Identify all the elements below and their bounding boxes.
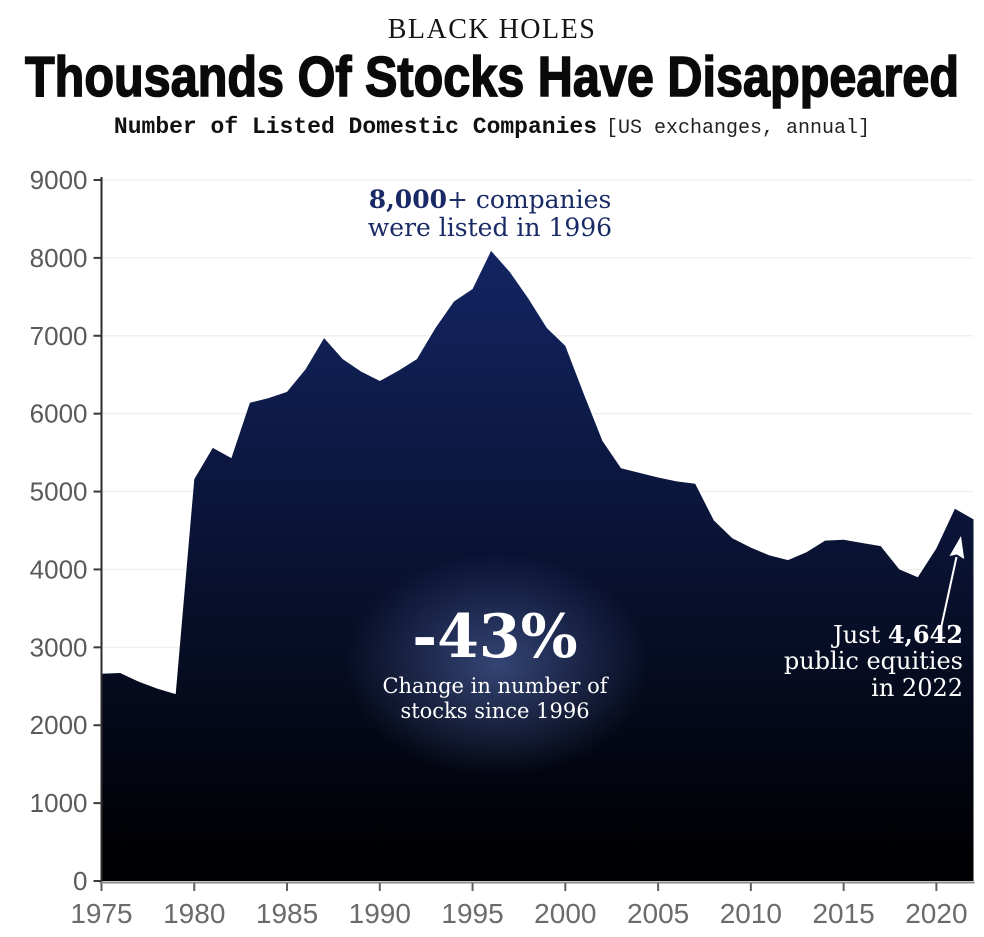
change-caption-line1: Change in number of — [382, 674, 608, 698]
change-caption-line2: stocks since 1996 — [400, 698, 590, 723]
y-tick-label: 1000 — [30, 788, 88, 818]
x-tick-label: 2015 — [812, 898, 874, 929]
y-tick-label: 8000 — [30, 243, 88, 273]
page-title: Thousands Of Stocks Have Disappeared — [24, 44, 960, 110]
x-tick-label: 2020 — [905, 898, 967, 929]
x-tick-label: 1985 — [256, 898, 318, 929]
y-tick-label: 5000 — [30, 477, 88, 507]
chart-subtitle: Number of Listed Domestic Companies [US … — [0, 114, 984, 140]
annotation-peak-line1: 8,000+ companies — [190, 186, 790, 214]
x-tick-label: 1990 — [349, 898, 411, 929]
peak-count: 8,000 — [368, 185, 447, 214]
y-tick-label: 6000 — [30, 399, 88, 429]
latest-line2: public equities — [783, 647, 963, 676]
latest-line3: in 2022 — [871, 673, 963, 702]
annotation-peak-line2: were listed in 1996 — [367, 213, 613, 242]
subtitle-main: Number of Listed Domestic Companies — [113, 114, 598, 140]
annotation-peak-1996: 8,000+ companies were listed in 1996 — [190, 186, 790, 242]
change-percent: -43% — [412, 602, 578, 672]
glow-highlight — [345, 553, 649, 777]
y-tick-label: 2000 — [30, 710, 88, 740]
latest-prefix: Just — [833, 621, 888, 649]
y-tick-label: 7000 — [30, 321, 88, 351]
plot-area: 0 1000 2000 3000 4000 5000 6000 7000 8000 9000 197… — [30, 165, 975, 929]
latest-line1: Just 4,642 — [703, 620, 963, 649]
x-tick-label: 2000 — [534, 898, 596, 929]
y-tick-label: 9000 — [30, 165, 88, 195]
annotation-latest-2022: Just 4,642 public equities in 2022 — [703, 620, 963, 702]
x-tick-label: 1995 — [441, 898, 503, 929]
x-tick-label: 1980 — [163, 898, 225, 929]
annotation-change: -43% Change in number of stocks since 19… — [315, 606, 675, 724]
page-title-text: Thousands Of Stocks Have Disappeared — [25, 45, 959, 109]
subtitle-note: [US exchanges, annual] — [606, 117, 871, 140]
y-tick-label: 4000 — [30, 554, 88, 584]
y-tick-label: 0 — [73, 866, 87, 896]
x-tick-label: 2010 — [720, 898, 782, 929]
peak-rest: + companies — [447, 185, 612, 214]
y-tick-label: 3000 — [30, 632, 88, 662]
x-tick-label: 2005 — [627, 898, 689, 929]
arrow-up-icon — [940, 536, 965, 629]
latest-count: 4,642 — [887, 620, 963, 649]
kicker: BLACK HOLES — [387, 14, 597, 45]
x-tick-label: 1975 — [70, 898, 132, 929]
